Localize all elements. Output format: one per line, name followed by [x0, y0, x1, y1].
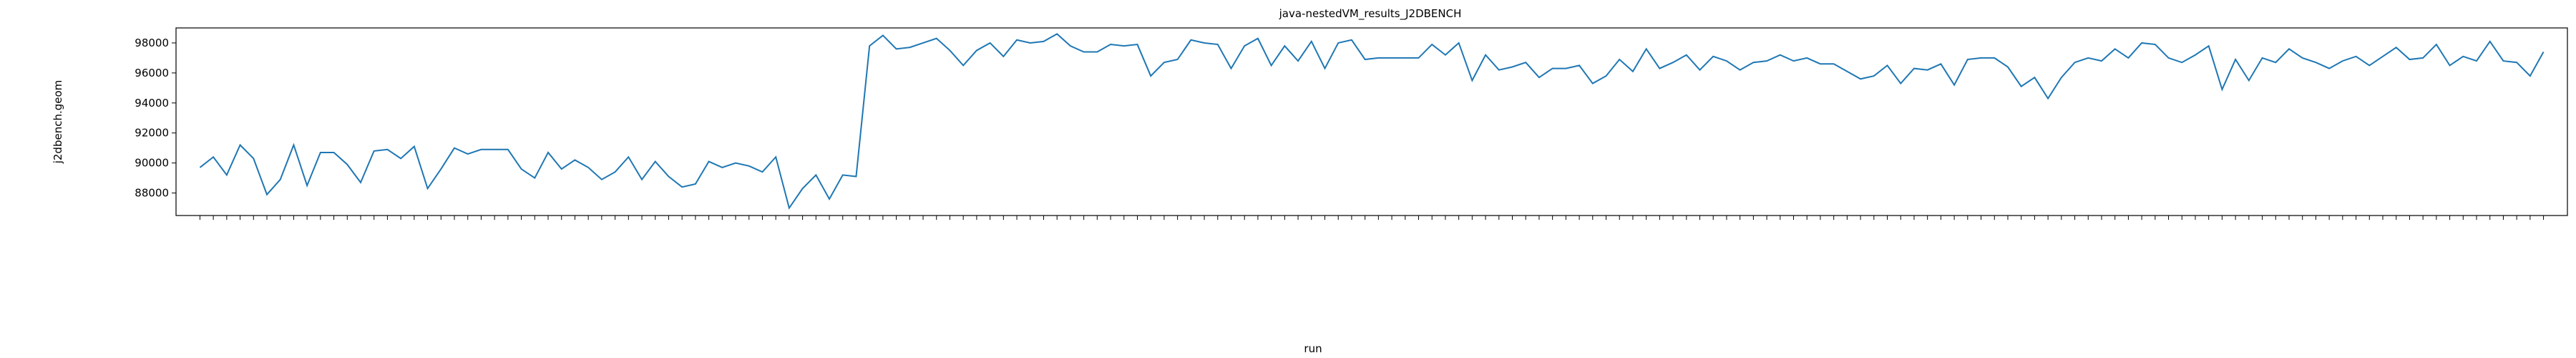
y-tick-label: 94000 [135, 97, 169, 110]
plot-frame [175, 27, 2568, 216]
y-tick-label: 92000 [135, 127, 169, 140]
y-tick-label: 98000 [135, 37, 169, 49]
y-tick-label: 90000 [135, 157, 169, 170]
line [199, 33, 2545, 210]
chart-title: java-nestedVM_results_J2DBENCH [1279, 7, 1462, 21]
y-axis-label: j2dbench.geom [52, 80, 64, 165]
x-axis-label: run [1304, 342, 1322, 355]
y-tick-label: 96000 [135, 67, 169, 79]
y-tick-label: 88000 [135, 187, 169, 200]
